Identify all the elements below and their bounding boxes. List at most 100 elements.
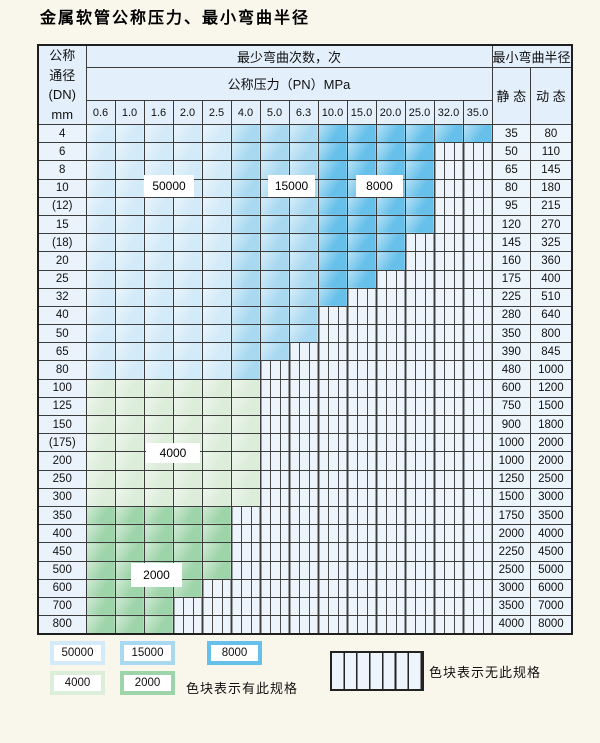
spec-cell [143,305,174,326]
no-spec-cell [433,596,464,617]
table-head: 公称 通径 (DN) mm 最少弯曲次数，次 最小弯曲半径 公称压力（PN）MP… [37,44,573,125]
spec-cell [201,178,232,198]
spec-cell [201,287,232,307]
spec-cell [114,287,145,307]
dn-cell: 250 [37,469,87,489]
spec-cell [114,178,145,198]
table-row: 6 50 110 [37,142,573,162]
no-spec-cell [404,615,435,635]
no-spec-cell [433,560,464,580]
spec-cell [114,396,145,417]
dynamic-radius-cell: 215 [530,196,573,216]
spec-cell [201,251,232,271]
no-spec-cell [288,414,319,435]
spec-cell [85,378,116,398]
zone-label-8000: 8000 [356,175,403,197]
spec-cell [114,269,145,289]
no-spec-cell [346,524,377,544]
no-spec-cell [288,469,319,489]
dn-cell: 350 [37,505,87,526]
spec-cell [201,269,232,289]
spec-cell [172,142,203,162]
no-spec-cell [462,560,493,580]
spec-cell [259,214,290,235]
spec-cell [230,269,261,289]
table-row: (175) 1000 2000 [37,433,573,453]
dn-cell: (18) [37,233,87,253]
spec-cell [172,342,203,362]
no-spec-cell [462,524,493,544]
no-spec-cell [433,305,464,326]
spec-cell [143,596,174,617]
dynamic-radius-cell: 270 [530,214,573,235]
spec-cell [85,123,116,144]
no-spec-cell [346,396,377,417]
table-row: 300 1500 3000 [37,487,573,507]
no-spec-cell [404,578,435,598]
no-spec-cell [259,596,290,617]
static-radius-cell: 225 [491,287,532,307]
spec-cell [85,160,116,180]
spec-cell [85,251,116,271]
no-spec-cell [404,269,435,289]
no-spec-cell [346,578,377,598]
spec-cell [172,378,203,398]
no-spec-cell [404,342,435,362]
no-spec-cell [317,342,348,362]
no-spec-cell [346,378,377,398]
no-spec-cell [375,324,406,344]
spec-cell [404,160,435,180]
spec-cell [346,233,377,253]
dynamic-radius-cell: 145 [530,160,573,180]
no-spec-cell [375,433,406,453]
no-spec-cell [462,542,493,562]
no-spec-cell [433,469,464,489]
zone-label-15000: 15000 [268,175,315,197]
no-spec-cell [462,251,493,271]
dynamic-radius-cell: 325 [530,233,573,253]
legend-swatch-label: 2000 [124,675,171,691]
no-spec-cell [317,505,348,526]
spec-cell [143,160,174,180]
spec-cell [143,251,174,271]
no-spec-cell [288,524,319,544]
spec-cell [375,196,406,216]
dn-cell: 20 [37,251,87,271]
spec-cell [114,142,145,162]
dn-header-line: 公称 [49,48,76,63]
spec-cell [462,123,493,144]
no-spec-cell [346,542,377,562]
no-spec-cell [433,396,464,417]
pressure-value-cell: 4.0 [230,100,261,125]
table-row: 700 3500 7000 [37,596,573,617]
static-radius-cell: 390 [491,342,532,362]
spec-cell [85,451,116,471]
spec-table: 公称 通径 (DN) mm 最少弯曲次数，次 最小弯曲半径 公称压力（PN）MP… [37,44,573,635]
spec-cell [143,615,174,635]
table-row: 40 280 640 [37,305,573,326]
spec-cell [230,214,261,235]
dn-cell: 100 [37,378,87,398]
no-spec-cell [346,615,377,635]
spec-cell [201,487,232,507]
no-spec-cell [433,505,464,526]
spec-cell [85,433,116,453]
spec-cell [288,324,319,344]
static-radius-cell: 145 [491,233,532,253]
no-spec-cell [259,578,290,598]
static-radius-cell: 95 [491,196,532,216]
spec-cell [317,196,348,216]
no-spec-cell [230,560,261,580]
spec-cell [259,142,290,162]
spec-cell [143,214,174,235]
no-spec-cell [462,487,493,507]
dn-cell: 6 [37,142,87,162]
dn-cell: 700 [37,596,87,617]
spec-cell [375,160,406,180]
no-spec-cell [375,487,406,507]
legend-no-spec-note: 色块表示无此规格 [429,665,542,680]
no-spec-cell [317,487,348,507]
static-radius-cell: 3000 [491,578,532,598]
no-spec-cell [404,324,435,344]
dynamic-radius-cell: 4000 [530,524,573,544]
